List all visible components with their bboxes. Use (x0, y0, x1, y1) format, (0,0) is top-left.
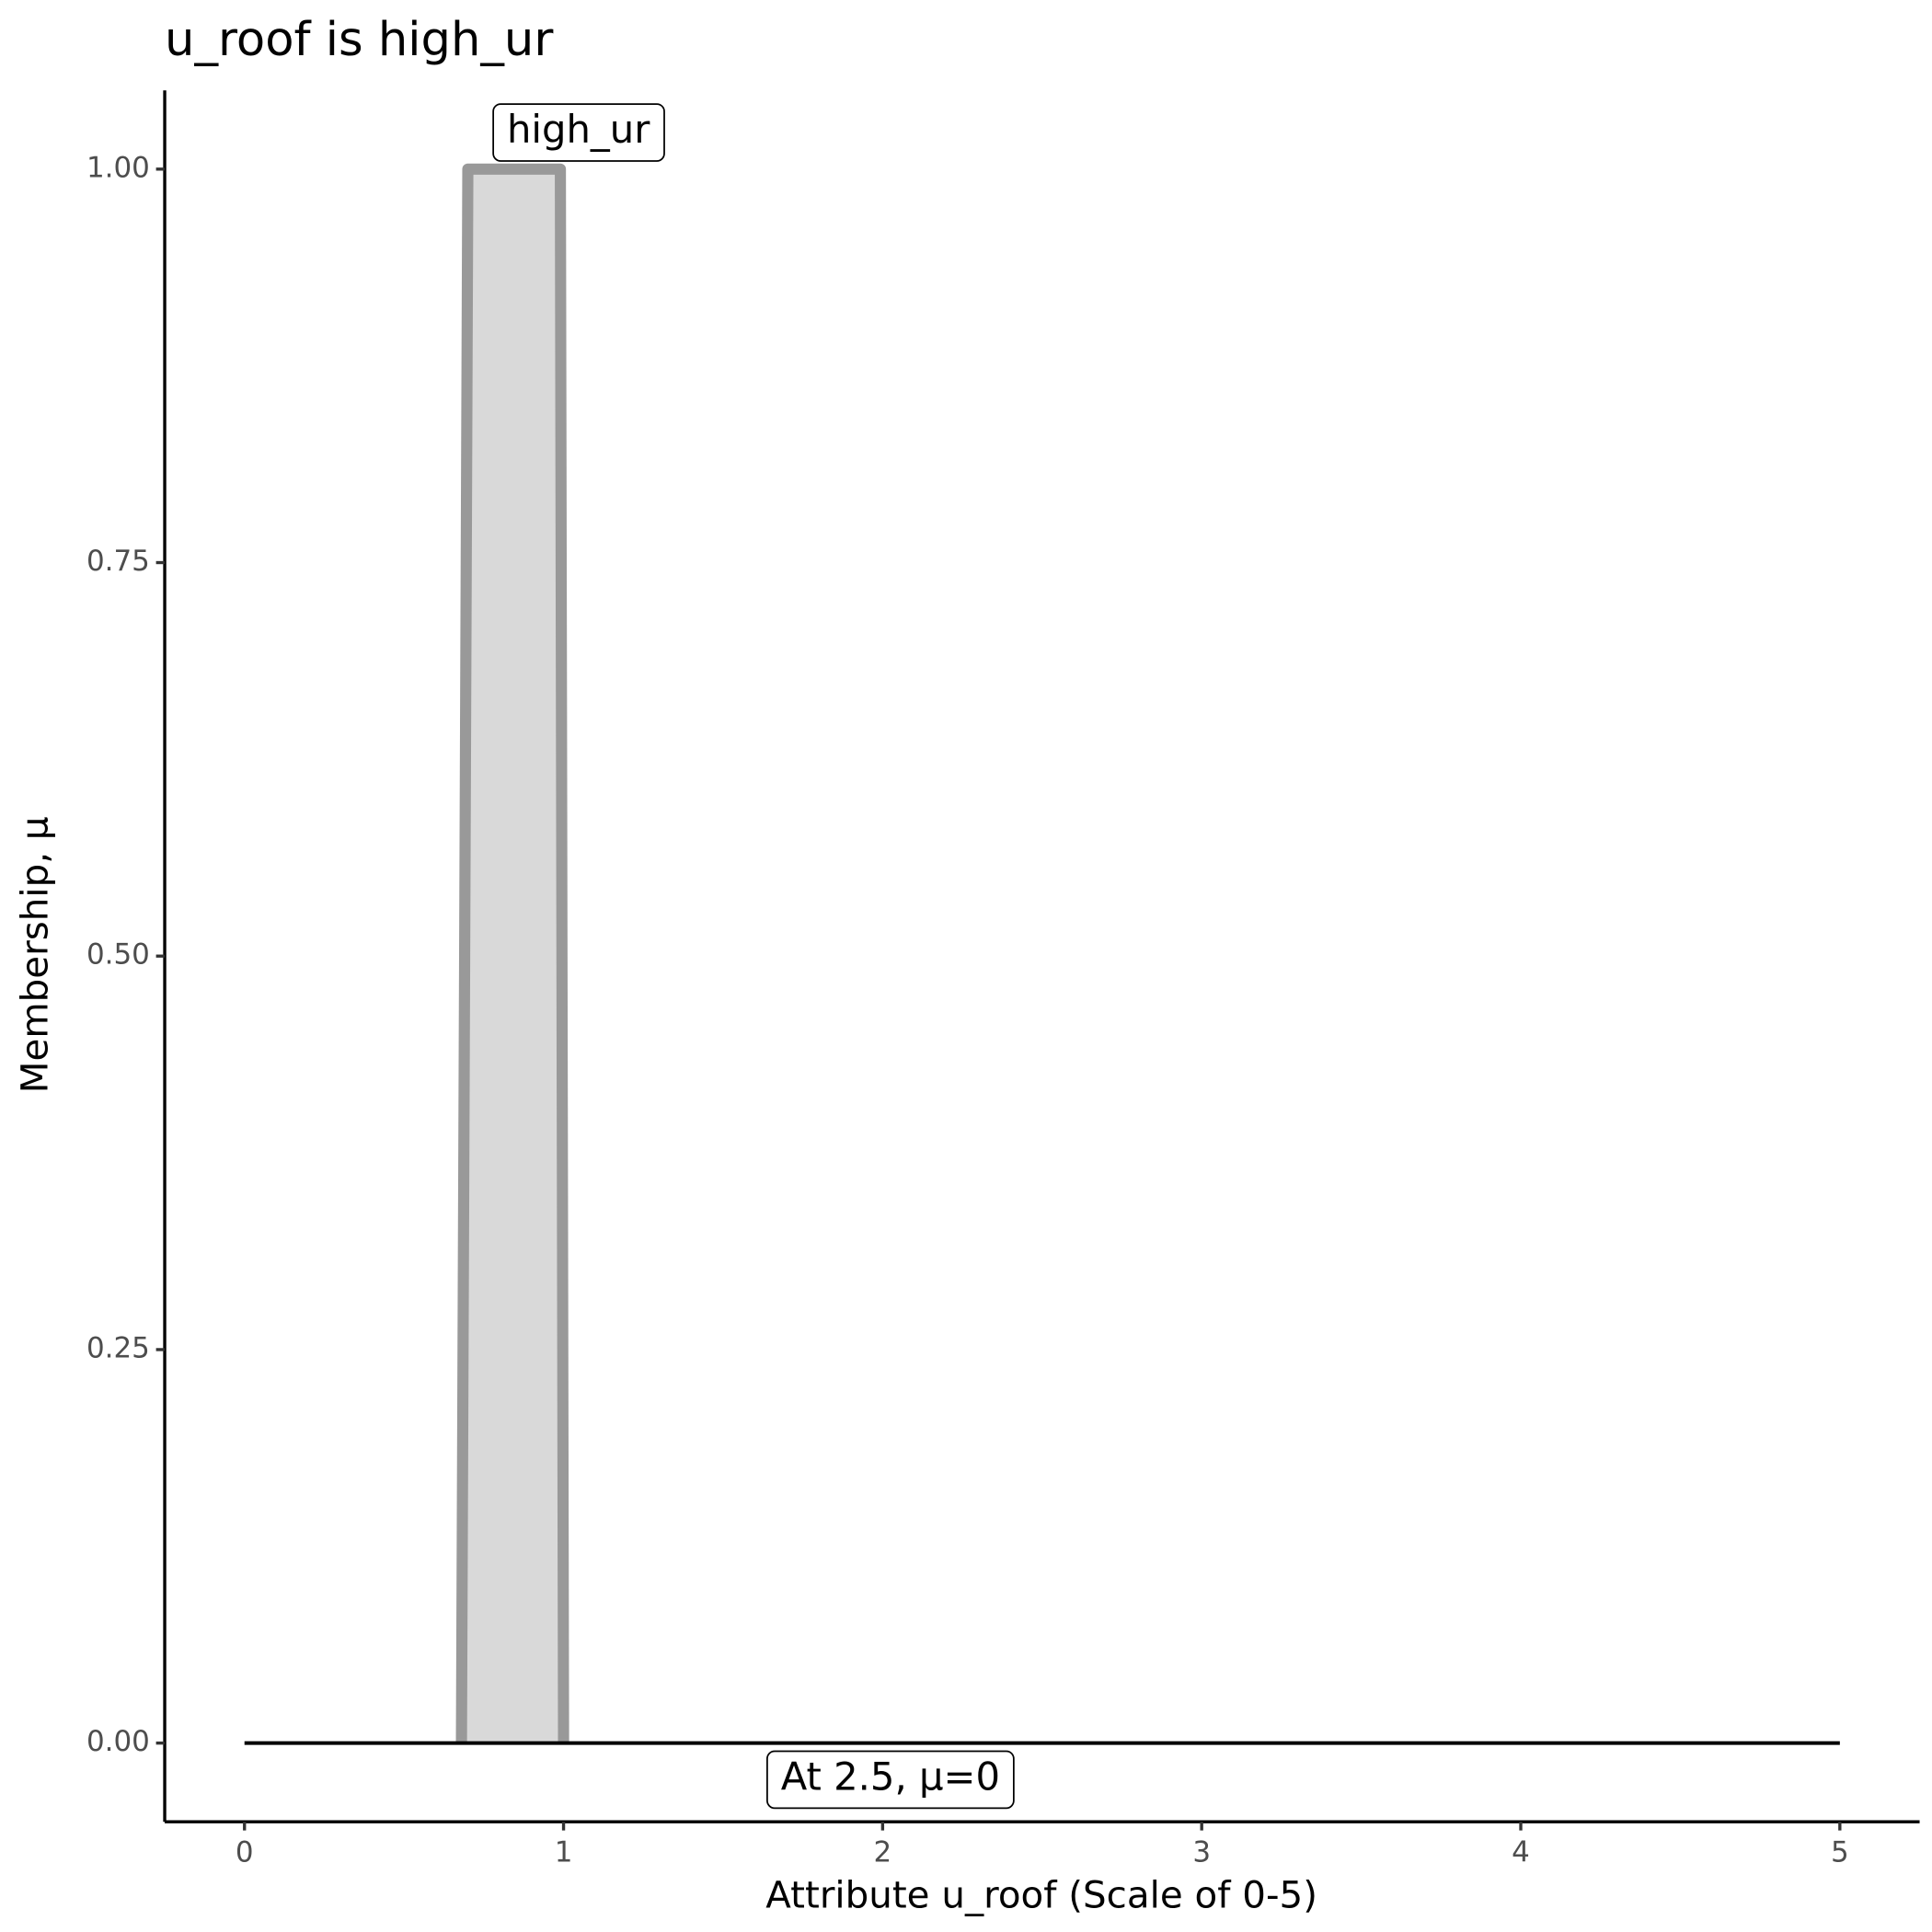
x-tick-label: 3 (1192, 1836, 1211, 1869)
annotation: At 2.5, μ=0 (781, 1754, 1000, 1799)
chart-title: u_roof is high_ur (165, 13, 554, 67)
x-tick-label: 0 (236, 1836, 254, 1869)
series-line (455, 163, 569, 1743)
x-axis-label: Attribute u_roof (Scale of 0-5) (765, 1873, 1317, 1916)
y-tick-label: 1.00 (86, 151, 150, 184)
y-axis-label: Membership, μ (13, 816, 56, 1093)
annotation-box (766, 1750, 1015, 1810)
series-label-box (492, 103, 665, 162)
x-tick-label: 1 (555, 1836, 573, 1869)
x-tick-label: 4 (1512, 1836, 1530, 1869)
series-label: high_ur (507, 107, 650, 152)
y-tick-label: 0.50 (86, 938, 150, 972)
y-tick-label: 0.00 (86, 1725, 150, 1758)
x-tick-label: 2 (874, 1836, 892, 1869)
y-tick-label: 0.75 (86, 545, 150, 578)
y-tick-label: 0.25 (86, 1331, 150, 1364)
x-tick-label: 5 (1831, 1836, 1849, 1869)
